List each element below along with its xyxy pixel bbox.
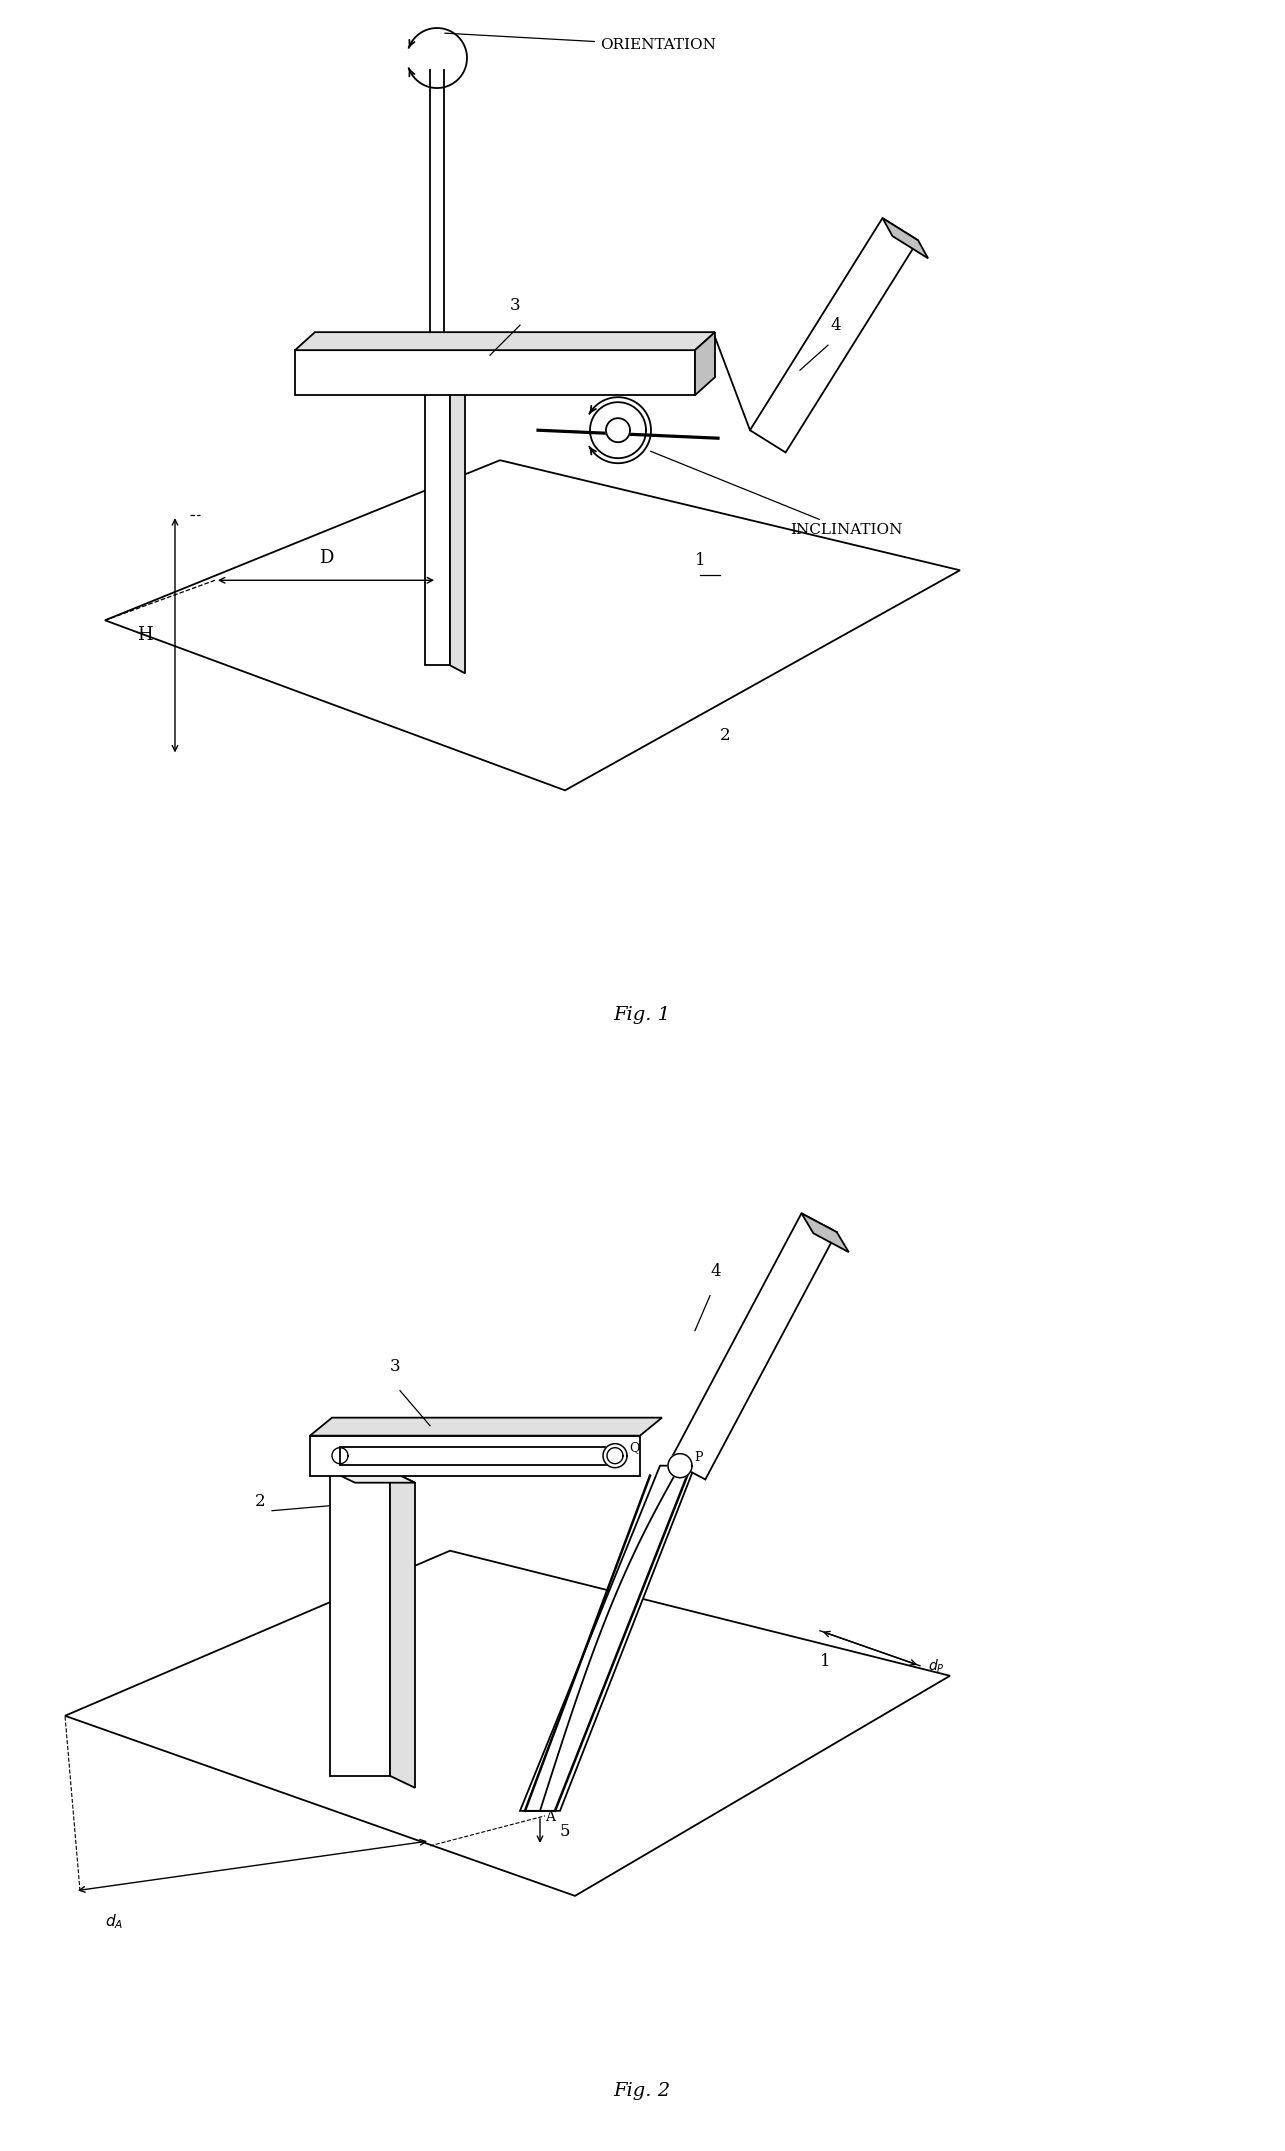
Text: 3: 3 [391,1357,401,1374]
Polygon shape [296,351,695,396]
Polygon shape [590,402,646,458]
Text: INCLINATION: INCLINATION [650,452,902,538]
Text: 2: 2 [720,727,731,744]
Polygon shape [607,417,630,443]
Text: Fig. 1: Fig. 1 [613,1007,671,1024]
Text: 2: 2 [254,1493,266,1510]
Text: ORIENTATION: ORIENTATION [445,32,716,52]
Polygon shape [520,1465,695,1811]
Text: 1: 1 [820,1652,830,1669]
Text: $d_A$: $d_A$ [105,1912,123,1932]
Text: Q: Q [628,1441,640,1454]
Polygon shape [330,1471,415,1482]
Polygon shape [669,1213,837,1480]
Polygon shape [668,1454,693,1478]
Polygon shape [391,1471,415,1787]
Text: 3: 3 [510,297,520,314]
Polygon shape [330,1471,391,1777]
Polygon shape [883,217,928,258]
Polygon shape [341,1448,616,1465]
Polygon shape [66,1551,950,1895]
Text: 5: 5 [560,1822,571,1839]
Text: 4: 4 [711,1263,721,1280]
Polygon shape [310,1435,640,1476]
Polygon shape [425,370,450,665]
Polygon shape [695,331,714,396]
Polygon shape [603,1443,627,1467]
Text: $d_P$: $d_P$ [928,1658,944,1676]
Polygon shape [310,1418,662,1435]
Polygon shape [296,331,714,351]
Text: D: D [319,549,333,568]
Text: 1: 1 [695,553,705,570]
Text: P: P [694,1450,703,1463]
Polygon shape [802,1213,849,1252]
Text: H: H [137,626,153,645]
Polygon shape [750,217,917,452]
Text: Fig. 2: Fig. 2 [613,2082,671,2099]
Polygon shape [450,370,465,673]
Polygon shape [105,460,960,789]
Text: A: A [545,1809,555,1824]
Text: 4: 4 [830,316,840,333]
